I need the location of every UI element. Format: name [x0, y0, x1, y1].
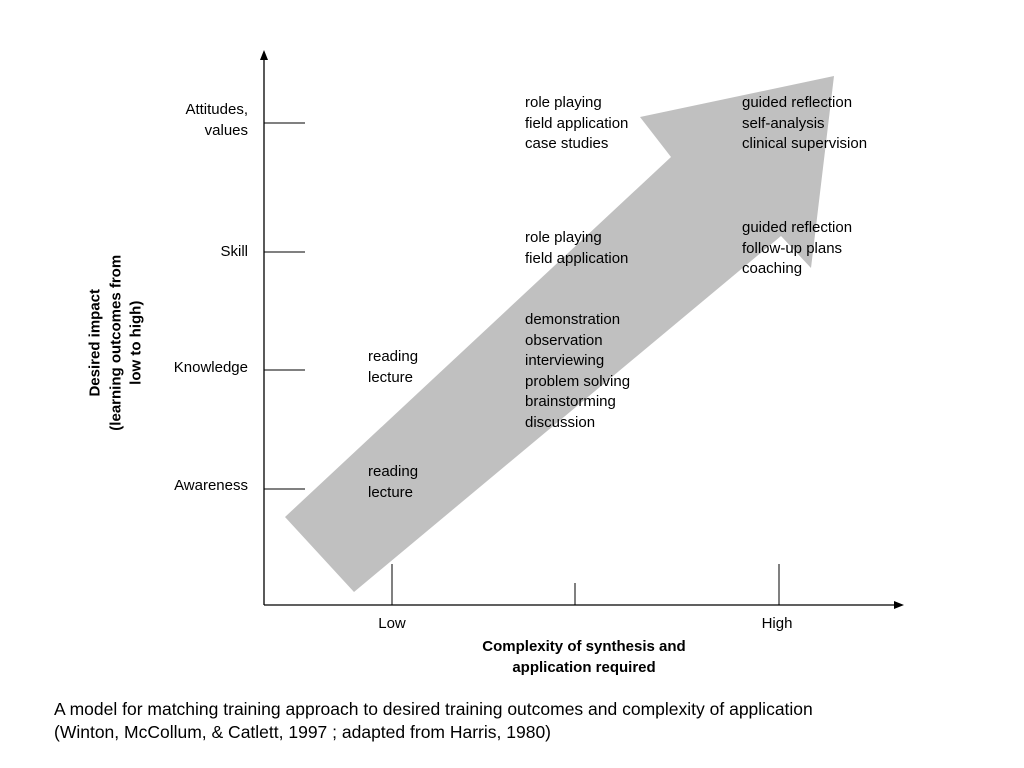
cell-skill-high-item: coaching — [742, 260, 803, 277]
cell-skill-high-item: follow-up plans — [742, 239, 843, 257]
cell-knowledge-mid-item: demonstration — [525, 311, 621, 328]
cell-knowledge-mid-item: problem solving — [525, 372, 631, 390]
cell-attitudes-mid-item: field application — [525, 114, 629, 132]
level-label-attitudes-line-2: values — [204, 121, 248, 139]
cell-knowledge-low-item: lecture — [368, 368, 414, 386]
cell-knowledge-mid-item: observation — [525, 331, 603, 349]
figure-caption-line-1: A model for matching training approach t… — [54, 699, 813, 719]
level-label-knowledge: Knowledge — [138, 358, 248, 379]
x-axis-title-line-2: application required — [512, 658, 656, 676]
cell-attitudes-mid-item: case studies — [525, 135, 609, 152]
cell-skill-high: guided reflection follow-up plans coachi… — [742, 218, 852, 280]
figure-caption-line-2: (Winton, McCollum, & Catlett, 1997 ; ada… — [54, 722, 552, 742]
level-label-awareness: Awareness — [138, 476, 248, 497]
cell-attitudes-high-item: self-analysis — [742, 114, 825, 132]
cell-skill-mid-item: field application — [525, 249, 629, 267]
progression-arrow — [285, 76, 834, 592]
y-axis-title-line-2: (learning outcomes from — [106, 254, 124, 431]
figure-caption: A model for matching training approach t… — [54, 698, 813, 744]
cell-knowledge-low-item: reading — [368, 348, 419, 365]
cell-attitudes-high: guided reflection self-analysis clinical… — [742, 93, 867, 155]
cell-skill-mid-item: role playing — [525, 229, 602, 246]
cell-attitudes-mid: role playing field application case stud… — [525, 93, 628, 155]
level-label-attitudes-line-1: Attitudes, — [185, 101, 248, 118]
y-axis-title-line-1: Desired impact — [86, 288, 104, 397]
x-axis-title-line-1: Complexity of synthesis and — [482, 638, 686, 655]
cell-attitudes-high-item: guided reflection — [742, 94, 853, 111]
y-axis-arrowhead — [260, 50, 268, 60]
cell-knowledge-mid-item: discussion — [525, 413, 596, 431]
y-axis-title: Desired impact (learning outcomes from l… — [85, 213, 147, 473]
x-label-high: High — [747, 614, 807, 635]
cell-knowledge-mid: demonstration observation interviewing p… — [525, 310, 630, 433]
cell-knowledge-mid-item: brainstorming — [525, 393, 616, 410]
cell-skill-mid: role playing field application — [525, 228, 628, 269]
x-axis-arrowhead — [894, 601, 904, 609]
y-axis-title-line-3: low to high) — [127, 300, 145, 385]
x-axis-title: Complexity of synthesis and application … — [434, 637, 734, 678]
level-label-skill-line-1: Skill — [220, 243, 248, 260]
cell-knowledge-low: reading lecture — [368, 347, 418, 388]
cell-awareness-low: reading lecture — [368, 462, 418, 503]
level-label-awareness-line-1: Awareness — [174, 477, 248, 494]
x-label-high-text: High — [761, 615, 793, 632]
cell-knowledge-mid-item: interviewing — [525, 352, 605, 369]
cell-skill-high-item: guided reflection — [742, 219, 853, 236]
x-label-low: Low — [362, 614, 422, 635]
level-label-skill: Skill — [148, 242, 248, 263]
x-label-low-text: Low — [378, 615, 406, 632]
cell-attitudes-mid-item: role playing — [525, 94, 602, 111]
level-label-knowledge-line-1: Knowledge — [173, 359, 248, 376]
cell-awareness-low-item: lecture — [368, 483, 414, 501]
cell-attitudes-high-item: clinical supervision — [742, 135, 868, 152]
cell-awareness-low-item: reading — [368, 463, 419, 480]
level-label-attitudes: Attitudes, values — [148, 100, 248, 141]
